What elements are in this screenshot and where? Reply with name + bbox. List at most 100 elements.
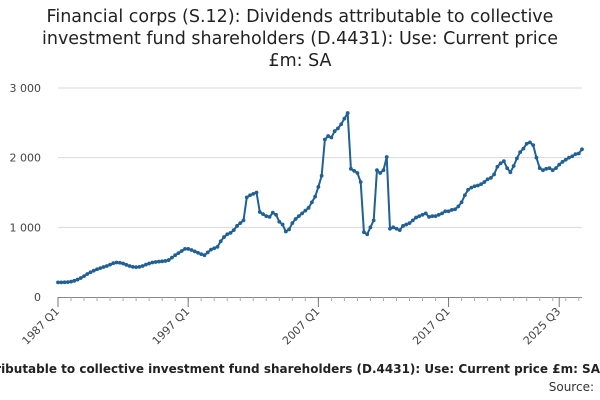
data-point bbox=[264, 214, 269, 219]
data-point bbox=[257, 210, 262, 214]
data-point bbox=[508, 170, 513, 175]
data-point bbox=[404, 222, 409, 227]
data-point bbox=[62, 280, 67, 285]
data-point bbox=[511, 164, 516, 168]
data-point bbox=[59, 280, 64, 285]
data-point bbox=[518, 150, 523, 154]
data-point bbox=[241, 218, 246, 223]
data-point bbox=[309, 200, 314, 205]
data-point bbox=[261, 212, 265, 216]
data-point bbox=[183, 247, 187, 251]
data-point bbox=[124, 262, 129, 267]
data-point bbox=[274, 212, 278, 217]
data-point bbox=[462, 193, 467, 198]
data-point bbox=[453, 207, 457, 212]
data-point bbox=[101, 265, 106, 269]
data-point bbox=[192, 249, 197, 254]
data-point bbox=[322, 137, 327, 142]
x-tick-label: 1987 Q1 bbox=[20, 305, 63, 348]
data-point bbox=[391, 225, 396, 230]
y-tick-label: 0 bbox=[34, 291, 41, 304]
data-point bbox=[186, 247, 191, 251]
data-point bbox=[560, 159, 565, 164]
data-point bbox=[336, 126, 340, 131]
data-point bbox=[371, 218, 376, 223]
data-point bbox=[381, 168, 386, 173]
data-point bbox=[160, 259, 165, 264]
data-point bbox=[251, 191, 256, 196]
data-point bbox=[277, 219, 282, 224]
data-point bbox=[75, 277, 80, 282]
chart-title-line-1: Financial corps (S.12): Dividends attrib… bbox=[46, 7, 554, 27]
data-point bbox=[134, 265, 139, 270]
data-point bbox=[150, 260, 155, 265]
data-point bbox=[475, 183, 480, 188]
data-point bbox=[65, 280, 70, 284]
data-point bbox=[534, 155, 539, 160]
data-point bbox=[547, 166, 552, 171]
data-point bbox=[378, 171, 383, 175]
data-point bbox=[349, 166, 353, 171]
data-point bbox=[495, 164, 500, 169]
y-tick-label: 2 000 bbox=[10, 152, 42, 165]
data-point bbox=[459, 200, 464, 205]
data-point bbox=[531, 143, 536, 148]
chart-title-line-3: £m: SA bbox=[268, 51, 332, 71]
data-point bbox=[235, 224, 239, 228]
data-point bbox=[254, 190, 259, 195]
x-tick-label: 2025 Q3 bbox=[521, 305, 564, 348]
data-point bbox=[501, 159, 506, 164]
data-point bbox=[423, 211, 428, 216]
data-point bbox=[173, 253, 178, 258]
data-point bbox=[300, 211, 304, 216]
data-point bbox=[580, 147, 584, 152]
data-point bbox=[384, 155, 389, 159]
data-point bbox=[427, 214, 431, 219]
data-point bbox=[205, 250, 210, 255]
data-point bbox=[430, 214, 435, 219]
source-label: Source: bbox=[548, 380, 594, 394]
data-point bbox=[117, 260, 122, 265]
data-point bbox=[375, 168, 379, 173]
data-point bbox=[554, 166, 558, 171]
data-point bbox=[104, 264, 109, 268]
data-point bbox=[388, 226, 392, 231]
data-point bbox=[492, 172, 497, 177]
x-tick-label: 2017 Q1 bbox=[410, 305, 453, 348]
data-point bbox=[72, 278, 77, 283]
data-point bbox=[199, 252, 204, 257]
data-point bbox=[488, 175, 493, 180]
data-point bbox=[358, 180, 363, 184]
chart-title-line-2: investment fund shareholders (D.4431): U… bbox=[41, 29, 558, 49]
data-point bbox=[332, 129, 337, 134]
data-point bbox=[417, 214, 422, 219]
data-point bbox=[485, 177, 490, 182]
data-point bbox=[440, 211, 444, 216]
data-point bbox=[293, 217, 298, 221]
data-point bbox=[563, 157, 568, 162]
data-point bbox=[287, 227, 291, 232]
data-point bbox=[537, 166, 542, 171]
data-point bbox=[98, 266, 103, 271]
data-point bbox=[231, 228, 236, 233]
data-point bbox=[69, 279, 73, 284]
data-point bbox=[573, 152, 578, 157]
data-point bbox=[283, 229, 288, 234]
data-point bbox=[111, 261, 116, 266]
data-point bbox=[270, 210, 275, 215]
data-point bbox=[567, 155, 571, 160]
data-point bbox=[290, 221, 295, 226]
data-point bbox=[95, 267, 99, 272]
data-point bbox=[296, 214, 301, 219]
data-point bbox=[401, 224, 405, 228]
data-point bbox=[505, 166, 510, 171]
data-point bbox=[82, 274, 86, 278]
data-point bbox=[306, 205, 311, 210]
data-point bbox=[446, 209, 451, 214]
data-point bbox=[130, 265, 135, 269]
data-point bbox=[342, 116, 347, 121]
data-point bbox=[196, 250, 200, 255]
data-point bbox=[179, 249, 184, 253]
data-point bbox=[78, 276, 83, 280]
